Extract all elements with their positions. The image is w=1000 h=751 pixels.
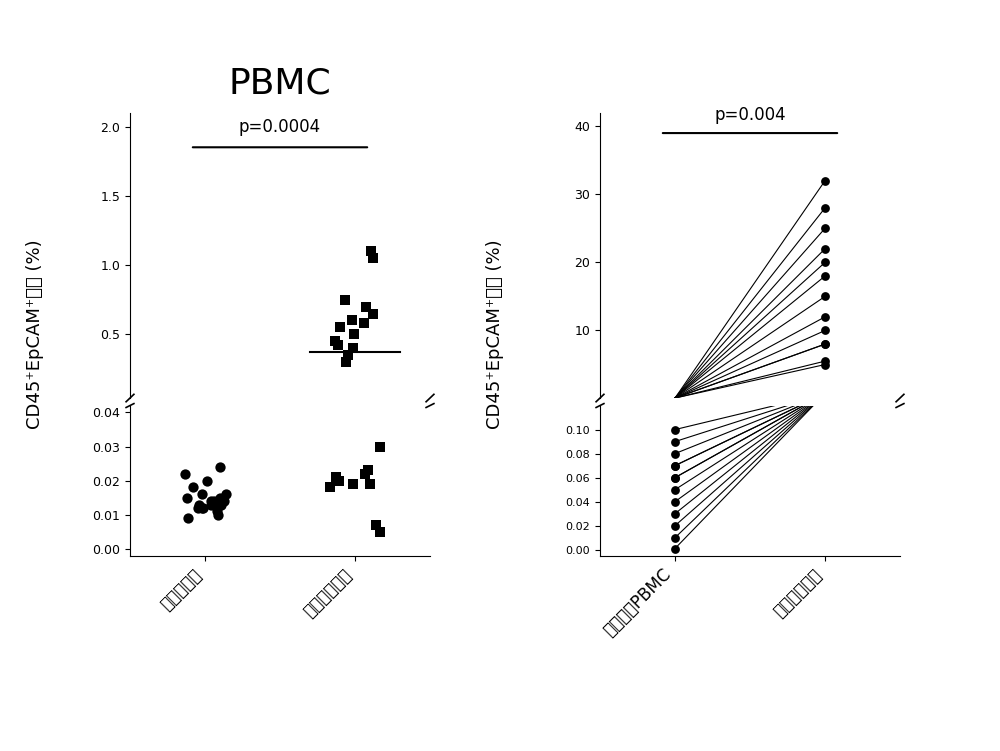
Point <box>365 252 381 264</box>
Point <box>817 355 833 367</box>
Point <box>346 328 362 340</box>
Point <box>212 461 228 473</box>
Point <box>209 499 225 511</box>
Point <box>667 472 683 484</box>
Point <box>365 307 381 319</box>
Point <box>667 520 683 532</box>
Point <box>817 222 833 234</box>
Text: p=0.0004: p=0.0004 <box>239 118 321 136</box>
Point <box>667 460 683 472</box>
Point <box>368 519 384 531</box>
Point <box>338 356 354 368</box>
Point <box>194 488 210 500</box>
Point <box>667 484 683 496</box>
Point <box>180 512 196 524</box>
Point <box>206 495 222 507</box>
Point <box>667 424 683 436</box>
Point <box>817 291 833 303</box>
Point <box>203 495 219 507</box>
Point <box>332 321 348 333</box>
Point <box>328 471 344 483</box>
Point <box>345 342 361 354</box>
Point <box>179 492 195 504</box>
Point <box>667 448 683 460</box>
Point <box>667 508 683 520</box>
Point <box>330 339 346 351</box>
Point <box>337 294 353 306</box>
Point <box>667 436 683 448</box>
Point <box>210 508 226 520</box>
Point <box>363 245 379 257</box>
Point <box>817 324 833 336</box>
Point <box>177 468 193 480</box>
Point <box>817 358 833 370</box>
Point <box>356 317 372 329</box>
Point <box>340 349 356 361</box>
Point <box>667 472 683 484</box>
Point <box>195 502 211 514</box>
Point <box>667 542 683 554</box>
Title: PBMC: PBMC <box>229 66 331 100</box>
Point <box>817 338 833 350</box>
Point <box>360 464 376 476</box>
Point <box>185 481 201 493</box>
Text: CD45⁺EpCAM⁺细胞 (%): CD45⁺EpCAM⁺细胞 (%) <box>26 240 44 429</box>
Point <box>817 338 833 350</box>
Point <box>817 175 833 187</box>
Point <box>209 505 225 517</box>
Point <box>216 495 232 507</box>
Point <box>667 532 683 544</box>
Point <box>372 441 388 453</box>
Point <box>191 499 207 511</box>
Point <box>667 460 683 472</box>
Point <box>194 502 210 514</box>
Point <box>327 335 343 347</box>
Point <box>817 256 833 268</box>
Point <box>331 475 347 487</box>
Point <box>817 202 833 214</box>
Point <box>667 496 683 508</box>
Text: p=0.004: p=0.004 <box>714 106 786 124</box>
Point <box>357 468 373 480</box>
Point <box>372 526 388 538</box>
Point <box>209 499 225 511</box>
Point <box>344 315 360 327</box>
Point <box>218 488 234 500</box>
Point <box>345 478 361 490</box>
Point <box>358 300 374 312</box>
Point <box>199 475 215 487</box>
Point <box>817 243 833 255</box>
Point <box>212 492 228 504</box>
Text: CD45⁺EpCAM⁺细胞 (%): CD45⁺EpCAM⁺细胞 (%) <box>486 240 504 429</box>
Point <box>817 270 833 282</box>
Point <box>203 499 219 511</box>
Point <box>213 499 229 511</box>
Point <box>362 478 378 490</box>
Point <box>190 502 206 514</box>
Point <box>817 311 833 323</box>
Point <box>322 481 338 493</box>
